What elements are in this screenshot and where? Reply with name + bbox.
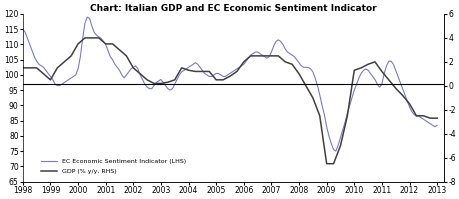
EC Economic Sentiment Indicator (LHS) [82,22,88,24]
GDP (% y/y, RHS) [392,87,397,89]
GDP (% y/y, RHS) [323,163,329,165]
EC Economic Sentiment Indicator (LHS) [332,150,338,152]
GDP (% y/y, RHS) [82,37,88,39]
GDP (% y/y, RHS) [110,43,115,45]
EC Economic Sentiment Indicator (LHS) [222,75,228,78]
GDP (% y/y, RHS) [275,55,280,57]
Line: EC Economic Sentiment Indicator (LHS): EC Economic Sentiment Indicator (LHS) [23,17,436,151]
GDP (% y/y, RHS) [20,67,26,69]
GDP (% y/y, RHS) [433,117,439,119]
GDP (% y/y, RHS) [123,55,129,57]
EC Economic Sentiment Indicator (LHS) [367,72,372,75]
GDP (% y/y, RHS) [247,55,253,57]
EC Economic Sentiment Indicator (LHS) [84,16,90,18]
Title: Chart: Italian GDP and EC Economic Sentiment Indicator: Chart: Italian GDP and EC Economic Senti… [90,4,376,13]
EC Economic Sentiment Indicator (LHS) [55,84,60,87]
EC Economic Sentiment Indicator (LHS) [220,75,225,78]
EC Economic Sentiment Indicator (LHS) [137,74,143,76]
EC Economic Sentiment Indicator (LHS) [433,124,439,126]
EC Economic Sentiment Indicator (LHS) [20,28,26,30]
Line: GDP (% y/y, RHS): GDP (% y/y, RHS) [23,38,436,164]
GDP (% y/y, RHS) [172,79,177,81]
Legend: EC Economic Sentiment Indicator (LHS), GDP (% y/y, RHS): EC Economic Sentiment Indicator (LHS), G… [39,156,188,177]
